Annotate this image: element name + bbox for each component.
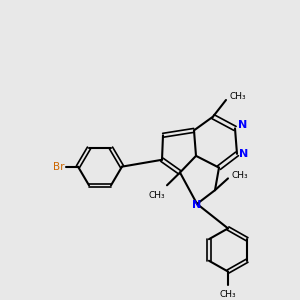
Text: Br: Br	[53, 162, 65, 172]
Text: N: N	[239, 149, 249, 159]
Text: CH₃: CH₃	[229, 92, 246, 100]
Text: CH₃: CH₃	[231, 171, 247, 180]
Text: N: N	[192, 200, 202, 210]
Text: CH₃: CH₃	[220, 290, 236, 299]
Text: CH₃: CH₃	[148, 191, 165, 200]
Text: N: N	[238, 121, 247, 130]
